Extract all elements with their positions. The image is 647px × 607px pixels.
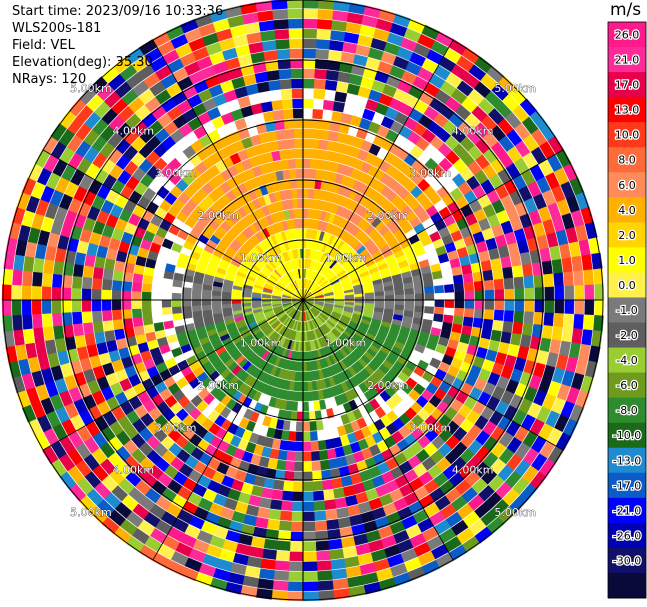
- velocity-gate: [443, 283, 455, 293]
- colorbar-tick-label: -4.0: [616, 354, 637, 367]
- velocity-gate: [417, 165, 432, 179]
- velocity-gate: [414, 343, 426, 354]
- velocity-gate: [379, 390, 391, 403]
- velocity-gate: [408, 389, 421, 402]
- velocity-gate: [424, 306, 435, 314]
- colorbar-tick-label: 8.0: [618, 154, 636, 167]
- elevation-label: Elevation(deg): 35.30: [12, 55, 153, 70]
- colorbar-tick-label: -13.0: [613, 454, 641, 467]
- nrays-label: NRays: 120: [12, 72, 87, 87]
- colorbar-tick-label: 2.0: [618, 229, 636, 242]
- velocity-gate: [334, 91, 348, 103]
- velocity-gate: [431, 270, 443, 280]
- colorbar-tick-label: -30.0: [613, 554, 641, 567]
- colorbar-tick-label: -17.0: [613, 479, 641, 492]
- velocity-gate: [332, 101, 346, 113]
- velocity-gate: [415, 137, 430, 152]
- velocity-gate: [340, 413, 351, 425]
- start-time-label: Start time: 2023/09/16 10:33:36: [12, 4, 224, 19]
- velocity-gate: [313, 400, 321, 411]
- field-label: Field: VEL: [12, 38, 75, 53]
- colorbar-tick-label: 0.0: [618, 279, 636, 292]
- colorbar-tick-label: -6.0: [616, 379, 637, 392]
- colorbar-tick-label: -26.0: [613, 529, 641, 542]
- velocity-gate: [401, 222, 414, 234]
- velocity-gate: [409, 145, 424, 159]
- colorbar-tick-label: 4.0: [618, 204, 636, 217]
- velocity-gate: [312, 109, 324, 120]
- velocity-gate: [336, 425, 347, 437]
- velocity-gate: [417, 210, 430, 223]
- colorbar-tick-label: 26.0: [615, 29, 640, 42]
- colorbar-tick-label: -21.0: [613, 504, 641, 517]
- velocity-gate: [397, 371, 410, 383]
- velocity-gate: [326, 407, 335, 419]
- colorbar-tick-label: 13.0: [615, 104, 640, 117]
- colorbar-tick-label: -8.0: [616, 404, 637, 417]
- velocity-gate: [414, 246, 426, 257]
- velocity-gate: [358, 382, 369, 394]
- colorbar-unit-label: m/s: [610, 0, 642, 20]
- velocity-gate: [374, 406, 387, 419]
- velocity-gate: [420, 235, 433, 247]
- velocity-gate: [429, 357, 442, 369]
- colorbar-tick-label: -1.0: [616, 304, 637, 317]
- velocity-gate: [313, 89, 326, 100]
- velocity-gate: [368, 143, 381, 156]
- velocity-gate: [428, 192, 442, 206]
- velocity-gate: [434, 285, 445, 294]
- velocity-gate: [385, 397, 398, 410]
- colorbar-tick-label: -2.0: [616, 329, 637, 342]
- velocity-gate: [438, 157, 453, 172]
- site-label: WLS200s-181: [12, 21, 102, 36]
- velocity-gate: [433, 313, 444, 323]
- velocity-gate: [400, 382, 413, 395]
- colorbar-tick-label: 6.0: [618, 179, 636, 192]
- colorbar-tick-label: 21.0: [615, 54, 640, 67]
- colorbar-tick-label: 1.0: [618, 254, 636, 267]
- velocity-gate: [435, 343, 447, 355]
- colorbar-tick-label: 17.0: [615, 79, 640, 92]
- velocity-gate: [425, 340, 438, 351]
- velocity-gate: [431, 164, 446, 179]
- velocity-gate: [334, 394, 344, 406]
- velocity-gate: [437, 253, 450, 264]
- colorbar-tick-label: 10.0: [615, 129, 640, 142]
- colorbar-tick-label: -10.0: [613, 429, 641, 442]
- colorbar-segment: [608, 572, 646, 599]
- velocity-gate: [362, 108, 376, 122]
